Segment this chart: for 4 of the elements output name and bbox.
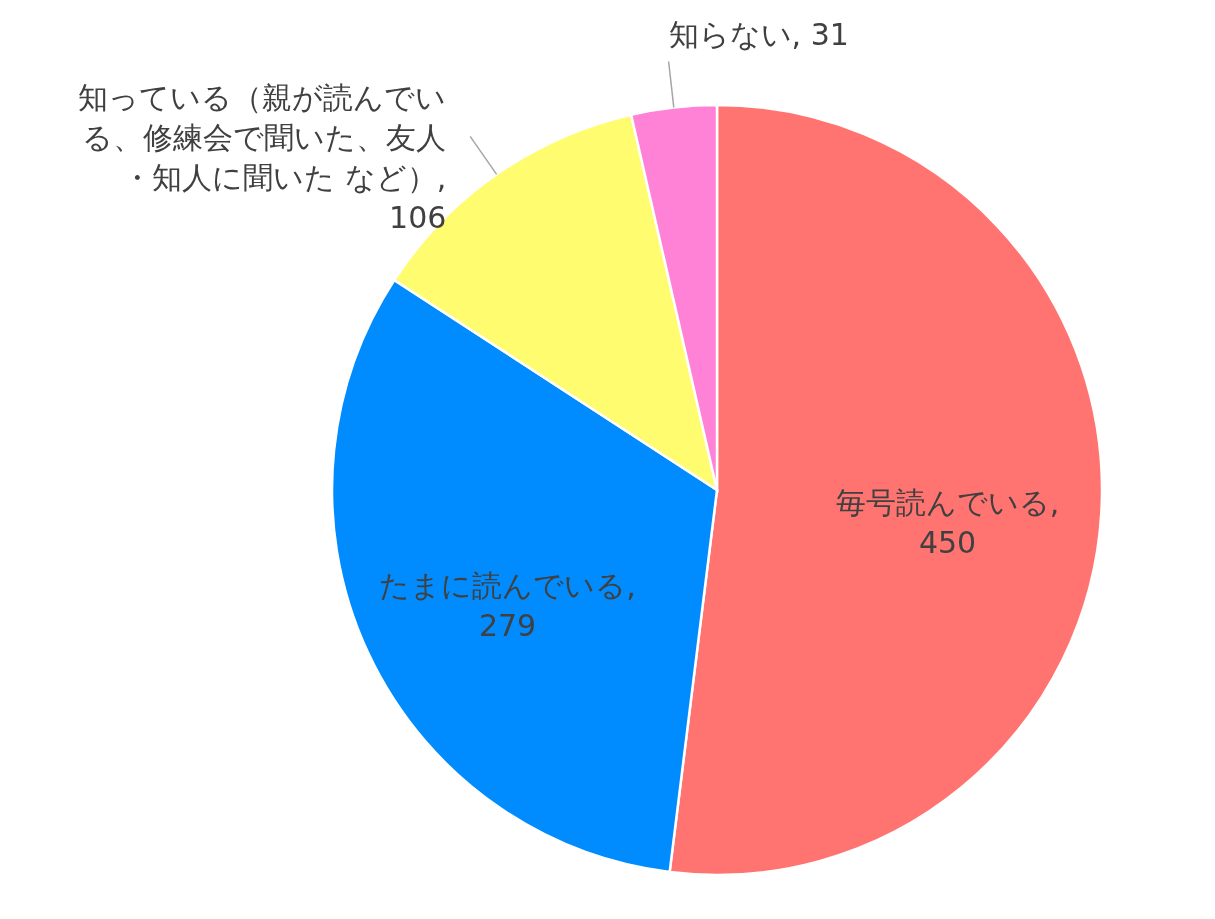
slice-label: 知っている（親が読んでいる、修練会で聞いた、友人・知人に聞いた など）, 106 xyxy=(78,79,447,235)
slice-label: 知らない, 31 xyxy=(668,17,849,53)
slice-label: たまに読んでいる, 279 xyxy=(379,568,636,644)
slice-label: 毎号読んでいる, 450 xyxy=(835,485,1060,561)
